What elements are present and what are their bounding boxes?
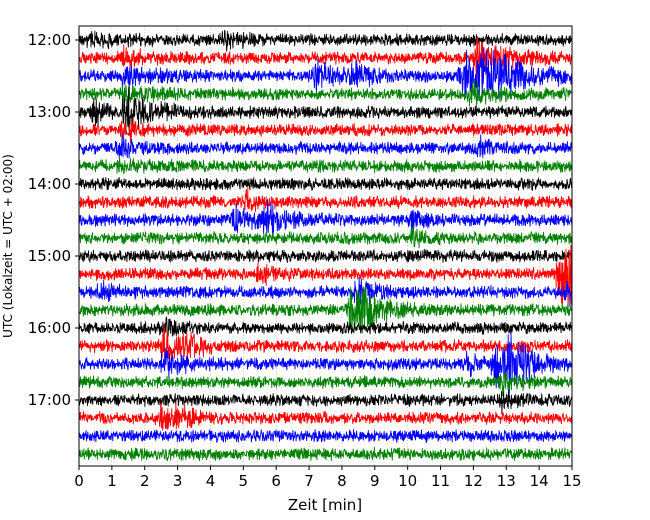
x-tick-label-1: 1 <box>107 472 117 490</box>
x-tick-label-4: 4 <box>206 472 216 490</box>
trace-1515 <box>79 244 572 307</box>
trace-1700 <box>79 389 572 415</box>
trace-1545 <box>79 283 572 334</box>
x-tick-label-15: 15 <box>562 472 581 490</box>
x-tick-label-2: 2 <box>140 472 150 490</box>
trace-1430 <box>79 199 572 236</box>
trace-1600 <box>79 316 572 342</box>
x-axis-ticks: 0 1 2 3 4 5 6 7 8 9 10 11 12 13 14 15 <box>74 466 582 490</box>
x-tick-label-0: 0 <box>74 472 84 490</box>
x-tick-label-14: 14 <box>530 472 549 490</box>
trace-1630 <box>79 332 572 396</box>
trace-1245 <box>79 79 572 108</box>
trace-1345 <box>79 157 572 175</box>
y-axis-ticks: 12:00 13:00 14:00 15:00 16:00 17:00 <box>28 31 79 409</box>
x-tick-label-10: 10 <box>398 472 417 490</box>
y-tick-label-13:00: 13:00 <box>28 103 71 121</box>
x-tick-label-8: 8 <box>337 472 347 490</box>
trace-1200 <box>79 30 572 52</box>
x-tick-label-5: 5 <box>239 472 249 490</box>
trace-1715 <box>79 401 572 431</box>
y-tick-label-14:00: 14:00 <box>28 175 71 193</box>
seismic-traces <box>79 30 572 462</box>
y-tick-label-17:00: 17:00 <box>28 391 71 409</box>
trace-1730 <box>79 429 572 443</box>
trace-1315 <box>79 118 572 144</box>
x-axis-label: Zeit [min] <box>288 496 362 514</box>
trace-1445 <box>79 225 572 249</box>
x-tick-label-7: 7 <box>304 472 314 490</box>
trace-1530 <box>79 277 572 308</box>
trace-1300 <box>79 86 572 136</box>
trace-1215 <box>79 37 572 80</box>
x-tick-label-6: 6 <box>271 472 281 490</box>
y-tick-label-12:00: 12:00 <box>28 31 71 49</box>
trace-1615 <box>79 324 572 365</box>
x-tick-label-11: 11 <box>431 472 450 490</box>
trace-1645 <box>79 371 572 397</box>
plot-frame <box>78 25 573 467</box>
x-tick-label-3: 3 <box>173 472 183 490</box>
x-tick-label-9: 9 <box>370 472 380 490</box>
trace-1500 <box>79 248 572 263</box>
grid-lines <box>111 26 540 466</box>
y-tick-label-16:00: 16:00 <box>28 319 71 337</box>
x-tick-label-13: 13 <box>497 472 516 490</box>
trace-1330 <box>79 132 572 159</box>
y-tick-label-15:00: 15:00 <box>28 247 71 265</box>
trace-1745 <box>79 446 572 462</box>
x-tick-label-12: 12 <box>464 472 483 490</box>
trace-1230 <box>79 47 572 101</box>
trace-1400 <box>79 177 572 191</box>
trace-1415 <box>79 187 572 212</box>
y-axis-label: UTC (Lokalzeit = UTC + 02:00) <box>1 154 15 338</box>
